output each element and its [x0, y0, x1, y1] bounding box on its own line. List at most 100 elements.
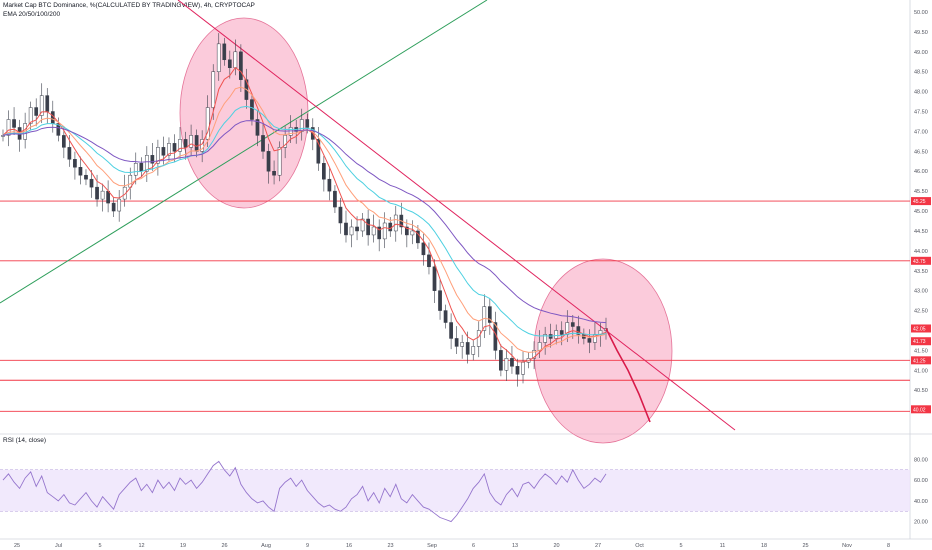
candle-body [543, 334, 547, 343]
candle-body [172, 143, 177, 152]
time-tick-label: 26 [221, 543, 227, 549]
time-tick-label: 20 [553, 543, 559, 549]
falling-trendline [177, 0, 736, 431]
candle-body [349, 226, 354, 236]
candle-body [211, 71, 216, 108]
candle-body [84, 174, 88, 180]
candle-body [322, 163, 326, 180]
candle-body [504, 358, 509, 371]
candle-body [510, 358, 514, 367]
time-tick-label: 11 [720, 543, 726, 549]
candle-body [438, 290, 442, 311]
price-tag-label: 45.25 [913, 199, 926, 205]
rising-trendline [0, 0, 488, 304]
price-tick-label: 47.00 [914, 129, 928, 135]
candle-body [56, 123, 61, 136]
candle-body [333, 190, 337, 208]
price-tick-label: 50.00 [914, 10, 928, 16]
candle-body [521, 362, 525, 375]
price-tick-label: 45.50 [914, 189, 928, 195]
ema-100-line [2, 105, 607, 337]
candle-body [338, 206, 343, 224]
candle-body [106, 190, 110, 204]
candle-body [305, 119, 310, 128]
candle-body [67, 147, 72, 160]
candle-body [1, 135, 5, 137]
price-tag [911, 256, 931, 265]
candle-body [183, 139, 188, 148]
price-tag-label: 40.02 [913, 407, 926, 413]
time-tick-label: 27 [595, 543, 601, 549]
candle-body [299, 119, 304, 132]
projection-curve [605, 328, 651, 423]
candle-body [222, 43, 227, 61]
candle-body [128, 174, 133, 188]
candle-body [133, 163, 138, 176]
rsi-tick-label: 40.00 [914, 499, 928, 505]
candle-body [45, 95, 50, 112]
candle-body [443, 310, 448, 323]
candle-body [570, 322, 575, 327]
price-tag [911, 356, 931, 365]
time-tick-label: 9 [306, 543, 309, 549]
time-tick-label: 5 [679, 543, 682, 549]
price-tick-label: 47.50 [914, 110, 928, 116]
rsi-legend: RSI (14, close) [3, 437, 46, 444]
candle-body [272, 170, 276, 176]
candle-body [393, 214, 398, 232]
time-tick-label: 25 [14, 543, 20, 549]
ema-200-line [2, 120, 607, 324]
candle-body [283, 135, 287, 148]
time-tick-label: 16 [346, 543, 352, 549]
candle-body [559, 330, 564, 335]
time-tick-label: Jul [55, 543, 62, 549]
candle-body [150, 155, 155, 164]
candle-body [161, 147, 166, 156]
candle-body [460, 342, 465, 347]
price-tag-label: 41.25 [913, 358, 926, 364]
candle-body [233, 51, 238, 68]
candle-body [410, 230, 415, 236]
price-tick-label: 45.00 [914, 209, 928, 215]
time-tick-label: Oct [635, 543, 644, 549]
price-tick-label: 46.00 [914, 169, 928, 175]
candle-body [499, 350, 503, 371]
candle-body [117, 198, 122, 212]
time-tick-label: Sep [427, 543, 437, 549]
rsi-tick-label: 60.00 [914, 478, 928, 484]
time-tick-label: 23 [387, 543, 393, 549]
candle-body [100, 190, 105, 200]
time-tick-label: 6 [472, 543, 475, 549]
candle-body [388, 222, 393, 232]
time-tick-label: 8 [887, 543, 890, 549]
price-tick-label: 41.00 [914, 368, 928, 374]
candle-body [111, 202, 116, 212]
candle-body [34, 107, 39, 116]
candle-body [62, 135, 66, 148]
price-tick-label: 46.50 [914, 149, 928, 155]
candle-body [371, 226, 376, 236]
candle-body [205, 107, 210, 140]
price-tag-label: 42.05 [913, 326, 926, 332]
candle-body [39, 95, 44, 116]
candle-body [28, 107, 33, 124]
candle-body [12, 119, 16, 128]
candle-body [327, 178, 332, 192]
price-tag [911, 324, 931, 333]
candle-body [216, 43, 221, 72]
rsi-tick-label: 80.00 [914, 457, 928, 463]
price-tick-label: 40.50 [914, 388, 928, 394]
price-tick-label: 44.50 [914, 229, 928, 235]
price-tick-label: 48.50 [914, 70, 928, 76]
candle-body [587, 338, 592, 343]
rsi-band [0, 469, 910, 512]
candle-body [73, 159, 77, 168]
price-tag [911, 197, 931, 206]
candle-body [89, 178, 94, 188]
candle-body [554, 330, 559, 339]
candle-body [404, 226, 409, 236]
candle-body [432, 266, 437, 291]
candle-body [465, 342, 470, 355]
candle-body [144, 155, 149, 172]
